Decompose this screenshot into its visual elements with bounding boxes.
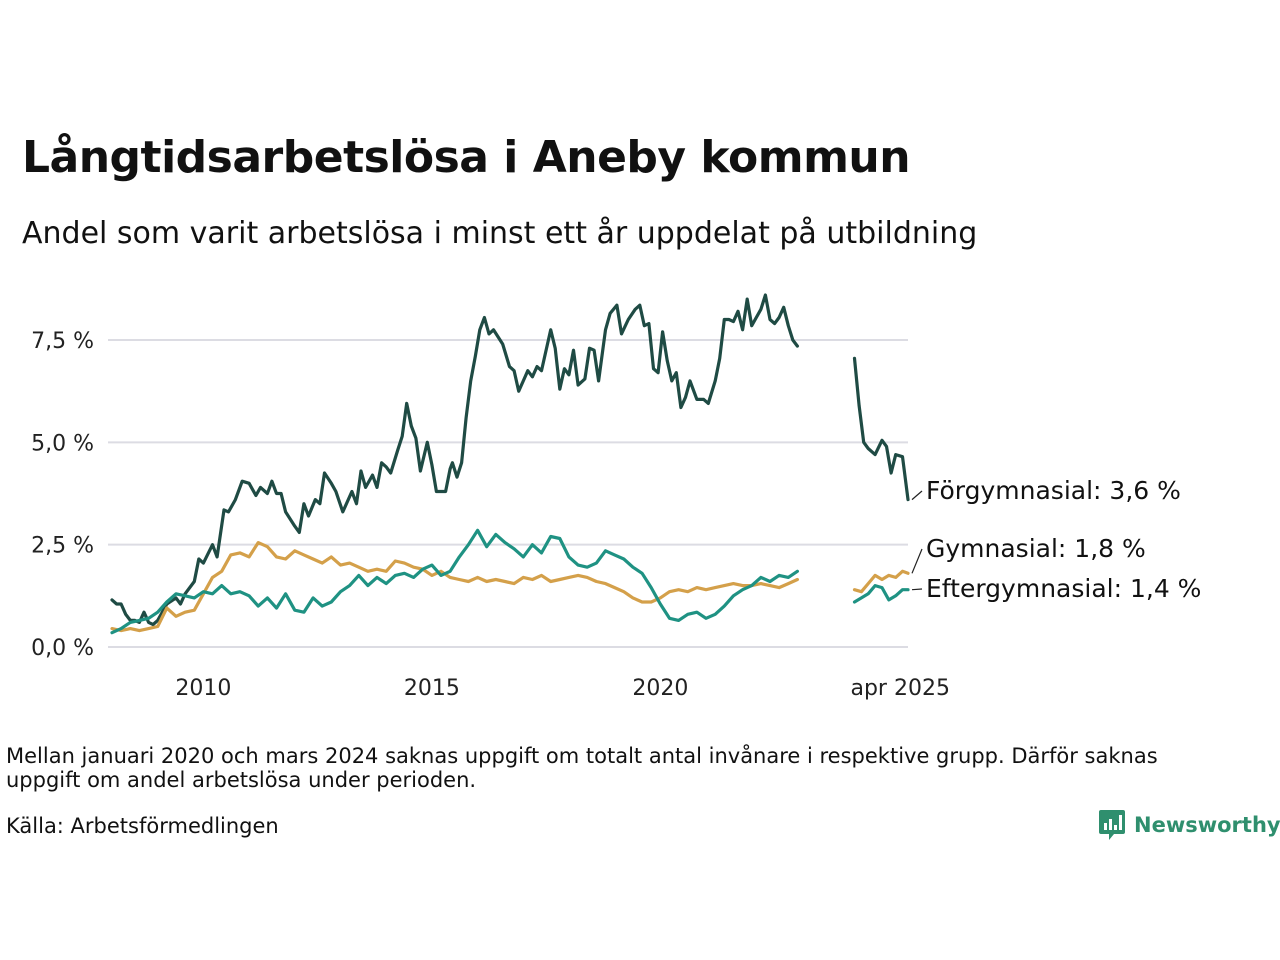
y-tick-label: 5,0 % xyxy=(31,431,94,456)
line-chart: 0,0 % 2,5 % 5,0 % 7,5 % 2010 2015 2020 apr 202… xyxy=(31,293,1201,701)
series-line-eftergymnasial xyxy=(110,528,799,635)
end-label-eftergymnasial: Eftergymnasial: 1,4 % xyxy=(926,574,1201,603)
end-label-leader xyxy=(911,490,923,501)
end-label-leader xyxy=(911,588,923,591)
x-tick-label: 2020 xyxy=(632,676,688,701)
series-line-förgymnasial xyxy=(110,293,799,627)
footnote: Mellan januari 2020 och mars 2024 saknas… xyxy=(6,744,1158,792)
x-axis: 2010 2015 2020 apr 2025 xyxy=(175,676,950,701)
series-line-förgymnasial xyxy=(852,356,910,502)
end-label-förgymnasial: Förgymnasial: 3,6 % xyxy=(926,476,1181,505)
brand-name: Newsworthy xyxy=(1134,813,1280,837)
end-label-gymnasial: Gymnasial: 1,8 % xyxy=(926,534,1146,563)
y-tick-label: 0,0 % xyxy=(31,636,94,661)
x-tick-label: 2015 xyxy=(404,676,460,701)
series-line-eftergymnasial xyxy=(852,584,910,604)
series-line-gymnasial xyxy=(852,569,910,594)
brand-logo: Newsworthy xyxy=(1098,808,1280,842)
series-line-gymnasial xyxy=(110,541,799,633)
y-tick-label: 2,5 % xyxy=(31,534,94,559)
x-tick-label: 2010 xyxy=(175,676,231,701)
page-subtitle: Andel som varit arbetslösa i minst ett å… xyxy=(22,216,978,251)
grid-layer xyxy=(108,339,908,648)
end-label-layer: Förgymnasial: 3,6 % Gymnasial: 1,8 % Efter… xyxy=(911,476,1201,603)
page-title: Långtidsarbetslösa i Aneby kommun xyxy=(22,132,911,183)
bar-chart-speech-bubble-icon xyxy=(1099,810,1125,840)
source-text: Källa: Arbetsförmedlingen xyxy=(6,814,279,838)
x-tick-label: apr 2025 xyxy=(850,676,949,701)
y-tick-label: 7,5 % xyxy=(31,329,94,354)
series-layer xyxy=(110,293,910,635)
y-axis: 0,0 % 2,5 % 5,0 % 7,5 % xyxy=(31,329,94,661)
end-label-leader xyxy=(911,548,923,574)
